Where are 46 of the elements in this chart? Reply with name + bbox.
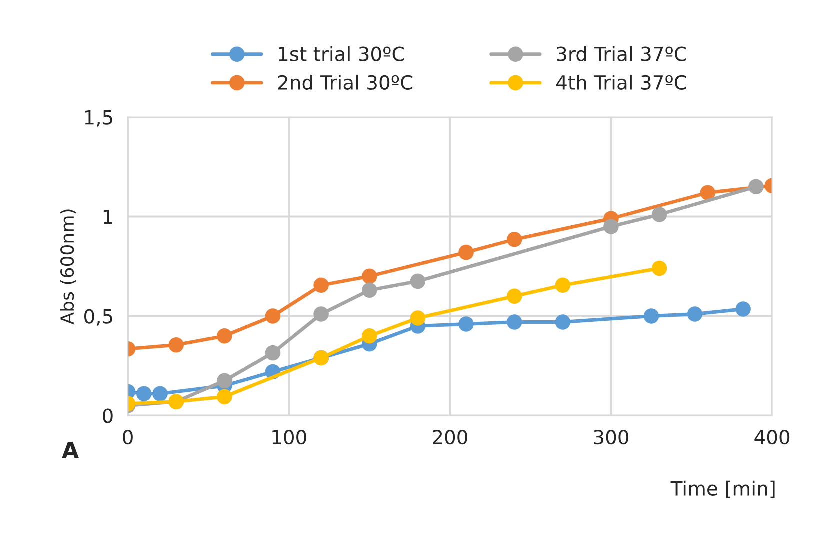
point <box>265 308 281 324</box>
point <box>506 232 522 248</box>
point <box>652 207 668 222</box>
y-tick-label: 1,5 <box>85 110 112 127</box>
point <box>700 185 716 201</box>
point <box>217 373 232 389</box>
point <box>604 219 619 234</box>
point <box>506 314 522 330</box>
point <box>410 274 426 290</box>
x-tick-label: 300 <box>594 430 629 445</box>
y-axis-title: Abs (600nm) <box>60 210 76 325</box>
point <box>314 278 329 294</box>
point <box>736 302 751 317</box>
point <box>314 306 329 322</box>
point <box>555 314 571 330</box>
y-tick-label: 1 <box>104 210 112 224</box>
text: A <box>62 442 80 458</box>
legend-label: 3rd Trial 37ºC <box>557 46 686 62</box>
y-tick-label: 0,5 <box>84 309 112 326</box>
legend-label: 2nd Trial 30ºC <box>278 74 413 90</box>
x-tick-label: 400 <box>754 430 790 445</box>
point <box>458 244 474 260</box>
point <box>265 345 281 361</box>
point <box>555 278 571 294</box>
point <box>362 328 378 344</box>
point <box>152 386 168 402</box>
point <box>217 389 232 404</box>
point <box>168 337 184 353</box>
x-tick-label: 0 <box>123 430 133 445</box>
x-tick-label: 200 <box>433 430 468 445</box>
point <box>136 386 152 402</box>
legend-label: 4th Trial 37ºC <box>556 74 686 90</box>
y-tick-label: 0 <box>103 408 113 424</box>
point <box>748 179 764 195</box>
x-axis-title: Time [min] <box>670 480 775 498</box>
legend-label: 1st trial 30ºC <box>279 46 404 62</box>
point <box>217 328 232 344</box>
point <box>362 282 378 298</box>
x-tick-label: 100 <box>272 430 306 445</box>
point <box>458 316 474 332</box>
point <box>362 268 378 284</box>
point <box>652 260 668 276</box>
point <box>410 310 426 326</box>
point <box>506 288 522 304</box>
point <box>644 308 660 324</box>
point <box>687 306 703 322</box>
